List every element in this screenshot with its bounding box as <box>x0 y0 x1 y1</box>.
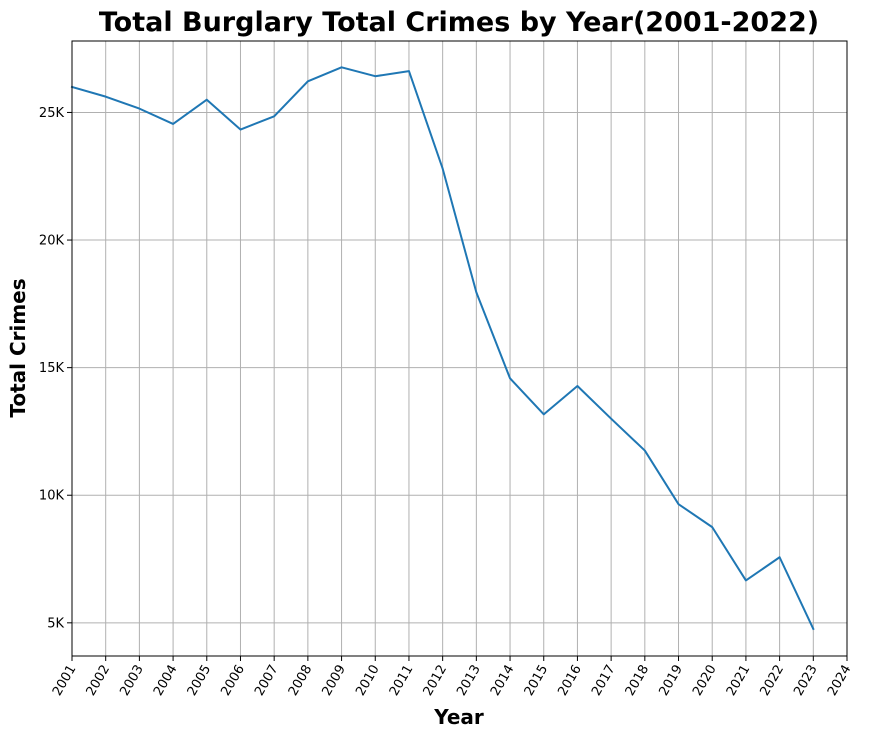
series-line <box>70 66 815 631</box>
x-tick-label: 2001 <box>50 663 80 699</box>
y-axis: 5K 10K 15K 20K 25K <box>39 106 72 631</box>
x-tick-label: 2008 <box>286 663 316 699</box>
x-tick-label: 2005 <box>185 663 215 699</box>
x-tick-label: 2006 <box>218 663 248 699</box>
x-axis: 2001 2002 2003 2004 2005 2006 2007 2008 2009 2010… <box>50 656 855 699</box>
series-layer <box>70 66 815 631</box>
x-tick-label: 2024 <box>825 663 855 699</box>
x-tick-label: 2020 <box>690 663 720 699</box>
grid <box>71 41 848 656</box>
x-tick-label: 2021 <box>724 663 754 699</box>
y-tick-label: 5K <box>47 616 64 631</box>
x-tick-label: 2007 <box>252 663 282 699</box>
x-tick-label: 2003 <box>117 663 147 699</box>
chart-title: Total Burglary Total Crimes by Year(2001… <box>99 7 819 38</box>
x-tick-label: 2019 <box>656 663 686 699</box>
x-tick-label: 2010 <box>353 663 383 699</box>
x-tick-label: 2023 <box>791 663 821 699</box>
x-tick-label: 2015 <box>522 663 552 699</box>
x-tick-label: 2016 <box>555 663 585 699</box>
y-tick-label: 15K <box>39 361 65 376</box>
x-tick-label: 2017 <box>589 663 619 699</box>
y-tick-label: 25K <box>39 106 65 121</box>
y-tick-label: 10K <box>39 489 65 504</box>
x-tick-label: 2013 <box>454 663 484 699</box>
y-axis-label: Total Crimes <box>6 278 30 417</box>
x-axis-label: Year <box>433 705 484 729</box>
x-tick-label: 2011 <box>387 663 417 699</box>
plot-frame <box>71 40 848 657</box>
x-tick-label: 2014 <box>488 663 518 699</box>
x-tick-label: 2009 <box>319 663 349 699</box>
x-tick-label: 2022 <box>758 663 788 699</box>
x-tick-label: 2004 <box>151 663 181 699</box>
x-tick-label: 2002 <box>84 663 114 699</box>
x-tick-label: 2018 <box>623 663 653 699</box>
x-tick-label: 2012 <box>421 663 451 699</box>
y-tick-label: 20K <box>39 234 65 249</box>
